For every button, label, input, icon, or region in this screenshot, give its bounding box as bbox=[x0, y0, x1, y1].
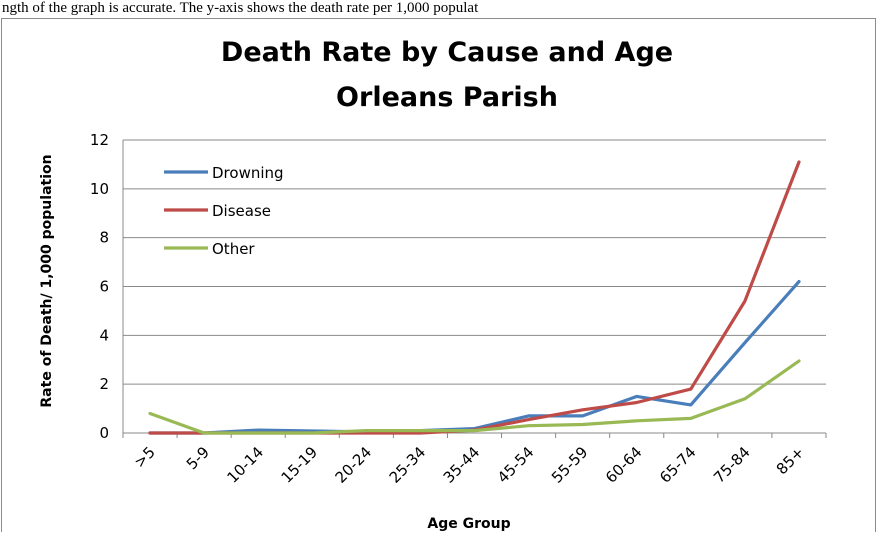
x-tick-label: 65-74 bbox=[656, 443, 700, 487]
x-tick-label: 5-9 bbox=[183, 443, 213, 473]
y-tick-label: 0 bbox=[99, 424, 109, 442]
legend-label-other: Other bbox=[212, 240, 255, 258]
line-chart: Death Rate by Cause and Age Orleans Pari… bbox=[39, 37, 827, 532]
y-tick-label: 10 bbox=[90, 180, 109, 198]
x-tick-label: 45-54 bbox=[494, 443, 538, 487]
series-lines bbox=[148, 160, 801, 435]
legend-label-drowning: Drowning bbox=[212, 164, 284, 182]
y-tick-label: 12 bbox=[90, 131, 109, 149]
y-tick-label: 8 bbox=[99, 229, 109, 247]
legend-label-disease: Disease bbox=[212, 202, 271, 220]
caption-text: ngth of the graph is accurate. The y-axi… bbox=[2, 0, 479, 16]
grid-lines bbox=[122, 139, 827, 438]
series-line-other bbox=[148, 359, 801, 435]
y-tick-label: 2 bbox=[99, 375, 109, 393]
x-tick-label: 75-84 bbox=[710, 443, 754, 487]
chart-title-line-1: Death Rate by Cause and Age bbox=[221, 37, 673, 68]
y-tick-label: 6 bbox=[99, 278, 109, 296]
chart-frame: Death Rate by Cause and Age Orleans Pari… bbox=[1, 18, 876, 532]
y-tick-labels: 0 2 4 6 8 10 12 bbox=[90, 131, 109, 442]
x-tick-label: 35-44 bbox=[440, 443, 484, 487]
x-axis-label: Age Group bbox=[427, 516, 510, 532]
legend: Drowning Disease Other bbox=[164, 164, 284, 258]
x-tick-label: 15-19 bbox=[278, 443, 322, 487]
series-line-drowning bbox=[148, 280, 801, 435]
x-tick-label: 60-64 bbox=[602, 443, 646, 487]
x-tick-label: >5 bbox=[130, 443, 158, 471]
chart-title-line-2: Orleans Parish bbox=[336, 82, 558, 113]
x-tick-label: 20-24 bbox=[332, 443, 376, 487]
x-tick-label: 85+ bbox=[773, 443, 808, 478]
x-tick-label: 10-14 bbox=[223, 443, 267, 487]
x-tick-labels: >5 5-9 10-14 15-19 20-24 25-34 35-44 45-54 55-59… bbox=[130, 443, 807, 487]
x-tick-label: 25-34 bbox=[386, 443, 430, 487]
x-tick-label: 55-59 bbox=[548, 443, 592, 487]
y-axis-label: Rate of Death/ 1,000 population bbox=[39, 154, 55, 407]
y-tick-label: 4 bbox=[99, 326, 109, 344]
